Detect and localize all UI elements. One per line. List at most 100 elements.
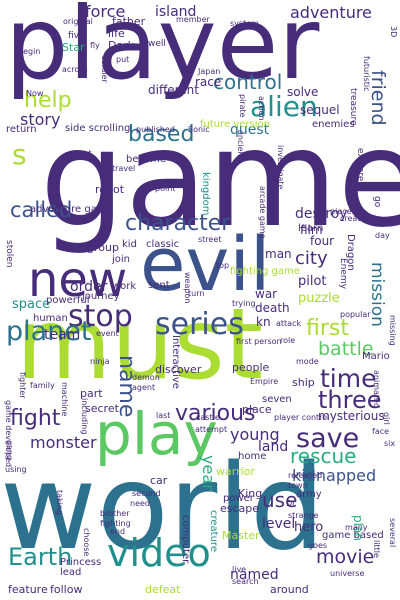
cloud-word: universe	[330, 569, 365, 578]
cloud-word: Princess	[60, 557, 102, 568]
cloud-word: end	[110, 527, 126, 536]
cloud-word: demon	[132, 373, 160, 382]
cloud-word: life	[108, 27, 125, 40]
cloud-word: learn	[298, 223, 324, 234]
cloud-word: discover	[155, 363, 202, 376]
cloud-word: named	[230, 567, 279, 583]
cloud-word: sequel	[300, 103, 340, 117]
cloud-word: video	[107, 531, 211, 575]
cloud-word: turn	[188, 289, 205, 298]
cloud-word: fighter	[18, 372, 27, 399]
cloud-word: human	[33, 313, 68, 324]
cloud-word: city	[295, 248, 328, 269]
cloud-word: rescue	[290, 444, 357, 468]
cloud-word: stop	[68, 299, 133, 334]
cloud-word: people	[232, 361, 270, 374]
cloud-word: puzzle	[298, 291, 340, 306]
cloud-word: team	[44, 327, 81, 343]
cloud-word: adventure game	[30, 204, 113, 215]
cloud-word: released	[288, 471, 323, 480]
cloud-word: run	[142, 151, 156, 160]
cloud-word: five	[68, 31, 85, 41]
cloud-word: alien	[250, 90, 318, 123]
cloud-word: year	[199, 455, 218, 491]
cloud-word: new	[28, 252, 128, 308]
cloud-word: force	[85, 2, 126, 21]
cloud-word: choose	[82, 528, 91, 557]
cloud-word: story	[20, 110, 61, 129]
cloud-word: futuristic	[362, 56, 371, 92]
cloud-word: Interactive	[170, 335, 181, 389]
cloud-word: top	[216, 261, 230, 270]
cloud-word: army	[296, 489, 322, 500]
cloud-word: well	[148, 39, 166, 49]
cloud-word: Dragon	[345, 234, 356, 271]
cloud-word: begin	[18, 47, 41, 56]
cloud-word: seven	[262, 394, 292, 405]
cloud-word: lead	[60, 567, 82, 578]
cloud-word: return	[6, 124, 37, 135]
cloud-word: action	[257, 96, 266, 121]
cloud-word: Enemy	[338, 258, 348, 290]
cloud-word: castle	[196, 413, 220, 422]
cloud-word: investigate	[276, 145, 285, 190]
cloud-word: missing	[388, 315, 397, 346]
cloud-word: work	[112, 281, 137, 292]
cloud-word: monster	[30, 433, 97, 452]
cloud-word: battle	[318, 338, 374, 360]
cloud-word: goes	[308, 541, 328, 550]
cloud-word: s	[12, 138, 27, 171]
cloud-word: powerful	[46, 295, 90, 306]
cloud-word: Sonic	[188, 125, 210, 134]
cloud-word: soldier	[100, 56, 109, 83]
cloud-word: strange	[288, 511, 319, 520]
cloud-word: brother	[100, 509, 130, 518]
cloud-word: place	[242, 403, 272, 416]
cloud-word: land	[258, 439, 289, 455]
cloud-word: series	[155, 307, 244, 342]
cloud-word: name	[114, 355, 139, 418]
cloud-word: including	[80, 398, 89, 435]
cloud-word: around	[270, 583, 309, 596]
cloud-word: published	[136, 125, 175, 134]
cloud-word: defeat	[145, 583, 181, 596]
cloud-word: destroy	[295, 206, 348, 222]
cloud-word: explore	[355, 148, 365, 182]
cloud-word: creature	[208, 510, 219, 552]
cloud-word: evil	[140, 222, 271, 308]
cloud-word: second	[132, 489, 161, 498]
cloud-word: power	[223, 493, 254, 504]
cloud-word: system	[230, 19, 259, 28]
cloud-word: kn	[256, 315, 271, 329]
cloud-word: secret	[85, 402, 119, 415]
cloud-word: father	[112, 15, 146, 28]
cloud-word: hero	[294, 520, 324, 535]
cloud-word: fighting game	[230, 266, 300, 277]
cloud-word: follow	[50, 583, 83, 596]
cloud-word: attempt	[195, 425, 228, 434]
cloud-word: many	[345, 523, 368, 532]
cloud-word: solve	[287, 85, 319, 99]
cloud-word: based	[128, 122, 195, 147]
cloud-word: kingdom	[200, 172, 211, 216]
cloud-word: Master	[222, 529, 260, 542]
cloud-word: mode	[296, 357, 319, 366]
cloud-word: using	[5, 465, 27, 474]
cloud-word: little	[372, 540, 381, 558]
cloud-word: different	[148, 83, 199, 97]
cloud-word: role	[280, 336, 296, 345]
cloud-word: Star	[62, 41, 85, 54]
cloud-word: ship	[292, 376, 315, 389]
cloud-word: enemies	[312, 119, 355, 130]
cloud-word: film	[300, 223, 323, 237]
cloud-word: space	[12, 297, 51, 312]
cloud-word: character	[125, 211, 231, 236]
cloud-word: taking	[55, 490, 64, 516]
cloud-word: family	[30, 381, 55, 390]
cloud-word: warrior	[216, 465, 255, 478]
cloud-word: young	[230, 425, 280, 444]
cloud-word: classic	[146, 239, 180, 250]
cloud-word: player	[5, 0, 320, 102]
cloud-word: game	[40, 101, 400, 257]
